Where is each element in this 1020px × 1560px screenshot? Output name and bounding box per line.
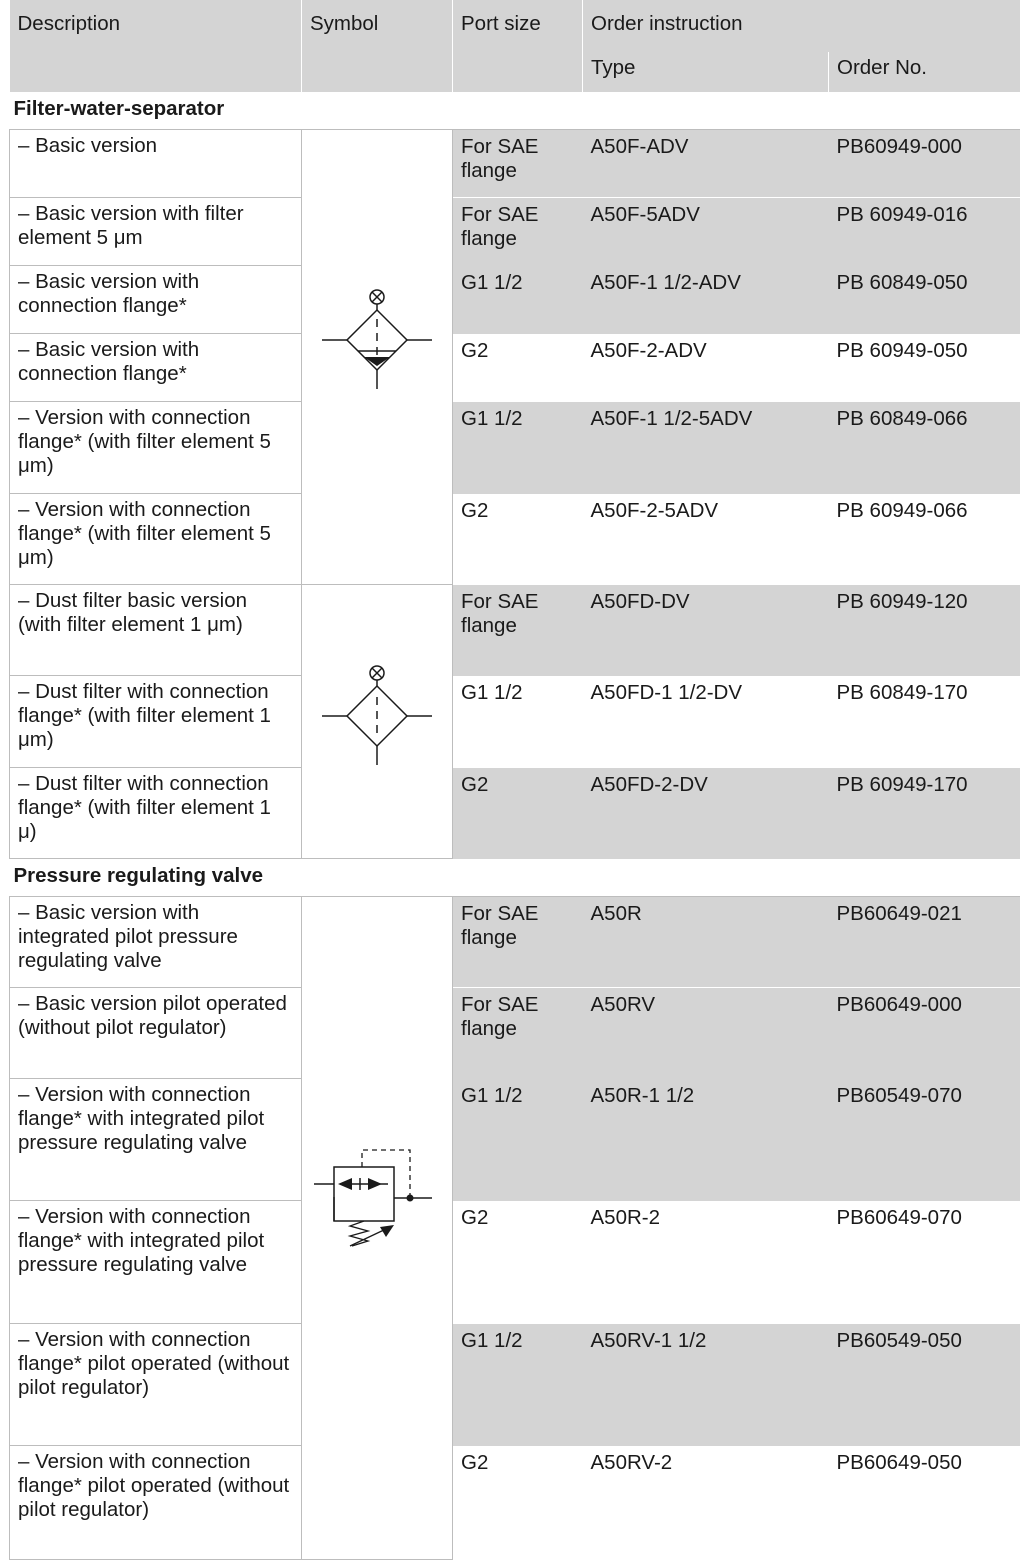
port-size-cell: G2 xyxy=(453,494,583,585)
type-cell: A50R-2 xyxy=(583,1201,829,1324)
table-row: – Basic version with connection flange* … xyxy=(10,266,1020,334)
table-row: – Basic version with connection flange* … xyxy=(10,334,1020,402)
description-cell: – Dust filter basic version (with filter… xyxy=(10,585,302,676)
filter-water-separator-symbol xyxy=(302,285,453,465)
description-cell: – Basic version with connection flange* xyxy=(10,334,302,402)
order-no-cell: PB60549-050 xyxy=(829,1324,1020,1446)
header-order-no: Order No. xyxy=(829,52,1020,92)
order-no-cell: PB 60849-170 xyxy=(829,676,1020,768)
port-size-cell: G2 xyxy=(453,768,583,859)
description-cell: – Basic version pilot operated (without … xyxy=(10,988,302,1079)
description-cell: – Basic version with filter element 5 μm xyxy=(10,198,302,266)
type-cell: A50F-2-5ADV xyxy=(583,494,829,585)
table-row: – Version with connection flange* (with … xyxy=(10,402,1020,494)
section-heading-row: Pressure regulating valve xyxy=(10,859,1020,897)
type-cell: A50RV xyxy=(583,988,829,1079)
description-cell: – Basic version with integrated pilot pr… xyxy=(10,897,302,988)
port-size-cell: For SAE flange xyxy=(453,988,583,1079)
header-description: Description xyxy=(10,0,302,92)
order-no-cell: PB 60949-016 xyxy=(829,198,1020,266)
header-order-instruction: Order instruction xyxy=(583,0,1020,52)
order-no-cell: PB 60949-066 xyxy=(829,494,1020,585)
type-cell: A50R-1 1/2 xyxy=(583,1079,829,1201)
table-row: – Version with connection flange* pilot … xyxy=(10,1324,1020,1446)
section-heading-row: Filter-water-separator xyxy=(10,92,1020,130)
order-no-cell: PB60949-000 xyxy=(829,130,1020,198)
table-row: – Version with connection flange* (with … xyxy=(10,494,1020,585)
port-size-cell: For SAE flange xyxy=(453,198,583,266)
table-row: – Basic version with integrated pilot pr… xyxy=(10,897,1020,988)
port-size-cell: G1 1/2 xyxy=(453,266,583,334)
order-no-cell: PB60649-021 xyxy=(829,897,1020,988)
table-row: – Dust filter with connection flange* (w… xyxy=(10,768,1020,859)
port-size-cell: G1 1/2 xyxy=(453,1324,583,1446)
type-cell: A50F-1 1/2-5ADV xyxy=(583,402,829,494)
filter-water-separator-symbol-cell xyxy=(302,130,453,585)
port-size-cell: G1 1/2 xyxy=(453,676,583,768)
port-size-cell: G2 xyxy=(453,1201,583,1324)
order-no-cell: PB 60949-170 xyxy=(829,768,1020,859)
description-cell: – Version with connection flange* (with … xyxy=(10,494,302,585)
description-cell: – Dust filter with connection flange* (w… xyxy=(10,676,302,768)
table-row: – Version with connection flange* with i… xyxy=(10,1201,1020,1324)
type-cell: A50F-5ADV xyxy=(583,198,829,266)
section-title-filter-water-separator: Filter-water-separator xyxy=(10,92,1020,130)
description-cell: – Version with connection flange* pilot … xyxy=(10,1446,302,1560)
type-cell: A50RV-2 xyxy=(583,1446,829,1560)
order-table-page: Description Symbol Port size Order instr… xyxy=(9,0,1020,1560)
table-row: – Version with connection flange* with i… xyxy=(10,1079,1020,1201)
table-row: – Basic version For SAE flange A50F-ADV … xyxy=(10,130,1020,198)
order-no-cell: PB 60949-120 xyxy=(829,585,1020,676)
table-row: – Basic version with filter element 5 μm… xyxy=(10,198,1020,266)
section-title-pressure-regulating-valve: Pressure regulating valve xyxy=(10,859,1020,897)
port-size-cell: G1 1/2 xyxy=(453,402,583,494)
order-no-cell: PB60649-050 xyxy=(829,1446,1020,1560)
description-cell: – Version with connection flange* (with … xyxy=(10,402,302,494)
pressure-regulating-valve-symbol xyxy=(302,1145,453,1275)
dust-filter-symbol-cell xyxy=(302,585,453,859)
description-cell: – Dust filter with connection flange* (w… xyxy=(10,768,302,859)
port-size-cell: G1 1/2 xyxy=(453,1079,583,1201)
description-cell: – Basic version xyxy=(10,130,302,198)
type-cell: A50F-2-ADV xyxy=(583,334,829,402)
port-size-cell: G2 xyxy=(453,1446,583,1560)
order-table: Description Symbol Port size Order instr… xyxy=(9,0,1020,1560)
description-cell: – Basic version with connection flange* xyxy=(10,266,302,334)
header-row-1: Description Symbol Port size Order instr… xyxy=(10,0,1020,52)
type-cell: A50FD-1 1/2-DV xyxy=(583,676,829,768)
table-row: – Dust filter basic version (with filter… xyxy=(10,585,1020,676)
type-cell: A50F-ADV xyxy=(583,130,829,198)
type-cell: A50FD-DV xyxy=(583,585,829,676)
table-row: – Dust filter with connection flange* (w… xyxy=(10,676,1020,768)
order-no-cell: PB60649-000 xyxy=(829,988,1020,1079)
port-size-cell: For SAE flange xyxy=(453,585,583,676)
type-cell: A50RV-1 1/2 xyxy=(583,1324,829,1446)
header-type: Type xyxy=(583,52,829,92)
header-port-size: Port size xyxy=(453,0,583,92)
table-row: – Version with connection flange* pilot … xyxy=(10,1446,1020,1560)
description-cell: – Version with connection flange* with i… xyxy=(10,1079,302,1201)
order-no-cell: PB 60849-066 xyxy=(829,402,1020,494)
description-cell: – Version with connection flange* with i… xyxy=(10,1201,302,1324)
pressure-regulating-valve-symbol-cell xyxy=(302,897,453,1560)
order-no-cell: PB60649-070 xyxy=(829,1201,1020,1324)
port-size-cell: For SAE flange xyxy=(453,130,583,198)
header-symbol: Symbol xyxy=(302,0,453,92)
order-no-cell: PB 60949-050 xyxy=(829,334,1020,402)
type-cell: A50F-1 1/2-ADV xyxy=(583,266,829,334)
order-no-cell: PB60549-070 xyxy=(829,1079,1020,1201)
type-cell: A50FD-2-DV xyxy=(583,768,829,859)
order-no-cell: PB 60849-050 xyxy=(829,266,1020,334)
description-cell: – Version with connection flange* pilot … xyxy=(10,1324,302,1446)
type-cell: A50R xyxy=(583,897,829,988)
port-size-cell: For SAE flange xyxy=(453,897,583,988)
table-row: – Basic version pilot operated (without … xyxy=(10,988,1020,1079)
dust-filter-symbol xyxy=(302,661,453,791)
port-size-cell: G2 xyxy=(453,334,583,402)
